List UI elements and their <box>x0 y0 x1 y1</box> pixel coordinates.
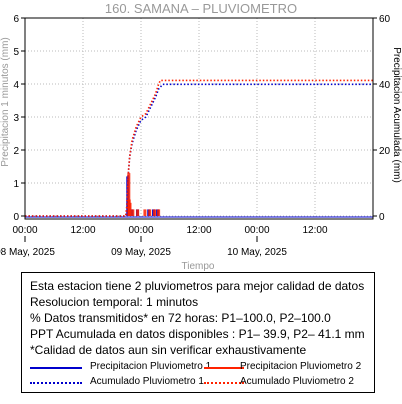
rain-bar <box>143 209 147 216</box>
rain-bar <box>128 202 132 216</box>
rain-bar <box>127 173 131 216</box>
y-axis-right-label: Precipitacion Acumulada (mm) <box>391 47 402 183</box>
info-stations-line: Esta estacion tiene 2 pluviometros para … <box>30 279 365 293</box>
rain-bar <box>153 209 157 216</box>
info-box: Esta estacion tiene 2 pluviometros para … <box>21 272 375 393</box>
rainfall-chart: 160. SAMANA – PLUVIOMETRO Precipitacion … <box>0 1 402 272</box>
x-tick-label: 12:00 <box>70 225 95 236</box>
rain-bar <box>136 209 140 216</box>
legend-swatch-a2 <box>204 382 244 384</box>
x-tick-label: 00:00 <box>244 225 269 236</box>
info-transmitted-line: % Datos transmitidos* en 72 horas: P1–10… <box>30 311 331 325</box>
plot-frame <box>24 17 374 220</box>
y-left-tick-label: 5 <box>13 47 19 58</box>
info-quality-note: *Calidad de datos aun sin verificar exha… <box>30 343 307 357</box>
axes: 00:00 12:00 00:00 12:00 00:00 12:00 08 May, 20… <box>0 14 391 258</box>
info-accumulated-line: PPT Acumulada en datos disponibles : P1–… <box>30 327 365 341</box>
y-left-tick-label: 1 <box>13 179 19 190</box>
legend-label-p1: Precipitacion Pluviometro 1 <box>90 361 212 372</box>
legend-label-a1: Acumulado Pluviometro 1 <box>90 376 204 387</box>
chart-title: 160. SAMANA – PLUVIOMETRO <box>105 1 297 16</box>
x-tick-label: 12:00 <box>302 225 327 236</box>
y-left-tick-label: 0 <box>13 212 19 223</box>
info-resolution-line: Resolucion temporal: 1 minutos <box>30 295 199 309</box>
date-label: 10 May, 2025 <box>227 247 287 258</box>
x-axis-label: Tiempo <box>182 261 215 272</box>
marks <box>25 79 373 218</box>
y-right-tick-label: 0 <box>379 212 385 223</box>
y-axis-left-label: Precipitacion 1 minutos (mm) <box>0 37 11 166</box>
rain-bar <box>131 209 135 216</box>
legend-swatch-p1 <box>30 367 82 369</box>
date-label: 09 May, 2025 <box>111 247 171 258</box>
y-right-tick-label: 20 <box>379 146 391 157</box>
y-right-tick-label: 40 <box>379 80 391 91</box>
y-left-tick-label: 6 <box>13 14 19 25</box>
cumulative-line <box>25 79 373 217</box>
x-tick-label: 12:00 <box>186 225 211 236</box>
y-left-tick-label: 2 <box>13 146 19 157</box>
rain-bar <box>157 209 161 216</box>
y-right-tick-label: 60 <box>379 14 391 25</box>
y-left-tick-label: 3 <box>13 113 19 124</box>
x-tick-label: 00:00 <box>128 225 153 236</box>
x-tick-label: 00:00 <box>12 225 37 236</box>
legend-swatch-p2 <box>204 367 244 369</box>
legend-swatch-a1 <box>30 382 82 384</box>
grid <box>24 17 374 219</box>
rain-bar <box>148 209 152 216</box>
date-label: 08 May, 2025 <box>0 247 55 258</box>
legend-label-a2: Acumulado Pluviometro 2 <box>240 376 354 387</box>
legend-label-p2: Precipitacion Pluviometro 2 <box>240 361 362 372</box>
y-left-tick-label: 4 <box>13 80 19 91</box>
